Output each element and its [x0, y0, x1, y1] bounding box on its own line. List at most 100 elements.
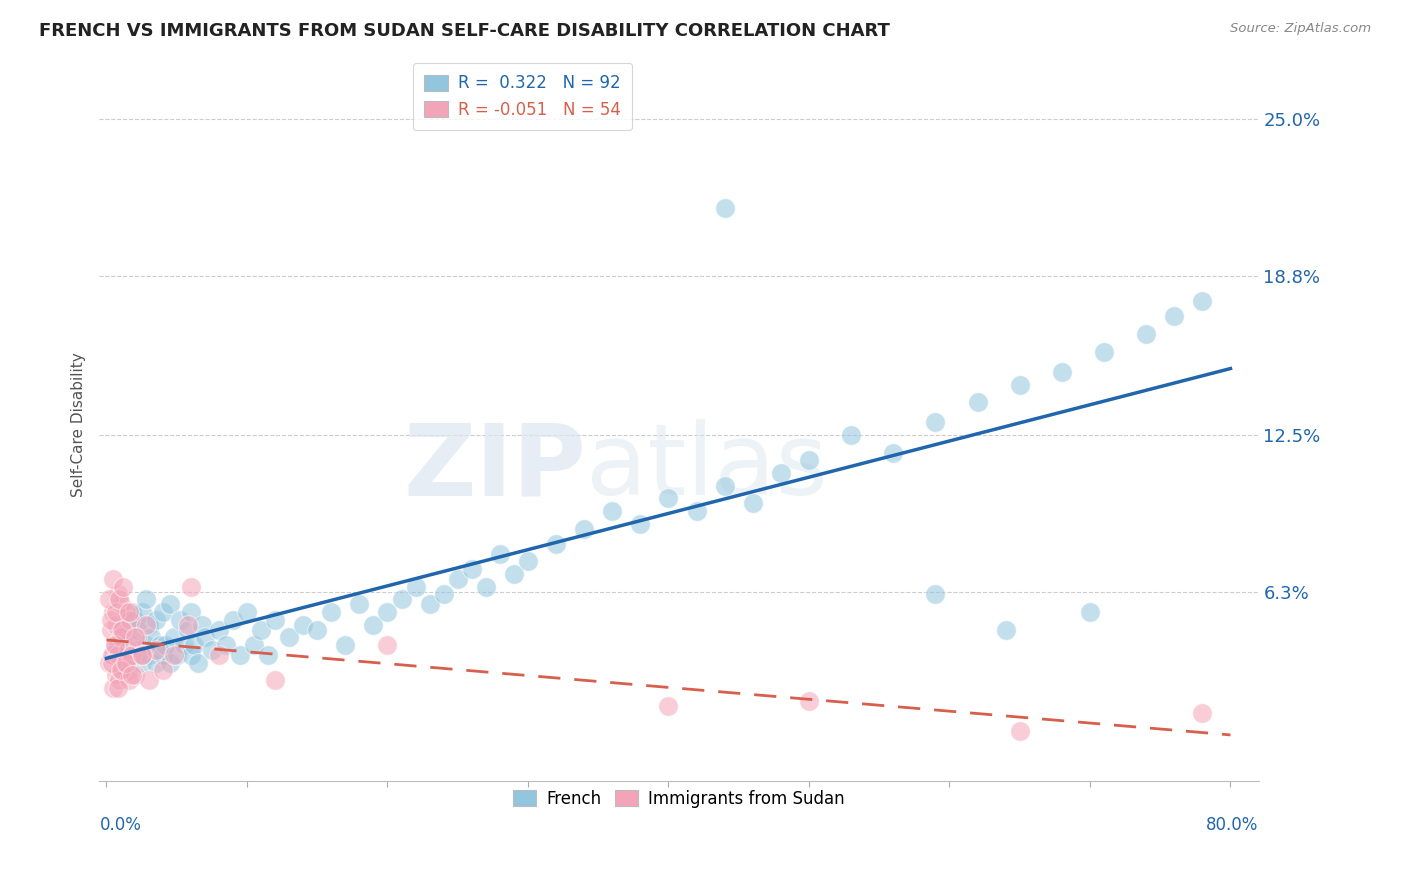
Point — [1191, 706, 1213, 721]
Point — [1092, 344, 1115, 359]
Point — [163, 630, 186, 644]
Point — [1050, 365, 1073, 379]
Point — [152, 663, 174, 677]
Point — [100, 623, 122, 637]
Point — [112, 580, 135, 594]
Legend: French, Immigrants from Sudan: French, Immigrants from Sudan — [502, 778, 856, 820]
Point — [713, 478, 735, 492]
Point — [264, 673, 287, 688]
Point — [112, 630, 135, 644]
Point — [101, 656, 124, 670]
Point — [215, 638, 238, 652]
Point — [243, 638, 266, 652]
Point — [222, 613, 245, 627]
Point — [1008, 723, 1031, 738]
Point — [145, 656, 167, 670]
Point — [138, 648, 160, 662]
Point — [118, 673, 141, 688]
Point — [149, 638, 172, 652]
Point — [236, 605, 259, 619]
Point — [108, 592, 131, 607]
Point — [173, 638, 195, 652]
Point — [103, 605, 125, 619]
Point — [517, 554, 540, 568]
Point — [208, 623, 231, 637]
Point — [250, 623, 273, 637]
Point — [159, 598, 181, 612]
Point — [124, 613, 146, 627]
Point — [121, 648, 143, 662]
Point — [111, 623, 134, 637]
Point — [180, 648, 202, 662]
Point — [124, 668, 146, 682]
Point — [131, 656, 153, 670]
Point — [377, 605, 399, 619]
Point — [994, 623, 1017, 637]
Point — [152, 648, 174, 662]
Point — [145, 643, 167, 657]
Point — [135, 638, 157, 652]
Point — [124, 630, 146, 644]
Point — [447, 572, 470, 586]
Point — [187, 656, 209, 670]
Point — [111, 663, 134, 677]
Point — [108, 673, 131, 688]
Point — [1135, 326, 1157, 341]
Point — [924, 416, 946, 430]
Point — [489, 547, 512, 561]
Point — [105, 617, 128, 632]
Point — [103, 572, 125, 586]
Point — [163, 648, 186, 662]
Point — [229, 648, 252, 662]
Point — [107, 681, 129, 695]
Point — [115, 656, 138, 670]
Text: 0.0%: 0.0% — [100, 815, 142, 834]
Point — [797, 693, 820, 707]
Point — [138, 617, 160, 632]
Point — [321, 605, 343, 619]
Point — [177, 623, 200, 637]
Point — [966, 395, 988, 409]
Point — [110, 663, 132, 677]
Point — [107, 648, 129, 662]
Point — [177, 617, 200, 632]
Point — [117, 617, 139, 632]
Point — [131, 648, 153, 662]
Point — [118, 605, 141, 619]
Point — [105, 668, 128, 682]
Point — [208, 648, 231, 662]
Point — [741, 496, 763, 510]
Point — [120, 613, 142, 627]
Point — [105, 605, 128, 619]
Point — [264, 613, 287, 627]
Point — [141, 630, 163, 644]
Point — [100, 613, 122, 627]
Point — [159, 656, 181, 670]
Point — [127, 623, 149, 637]
Point — [769, 466, 792, 480]
Point — [110, 656, 132, 670]
Point — [131, 605, 153, 619]
Point — [1163, 310, 1185, 324]
Point — [839, 428, 862, 442]
Point — [110, 598, 132, 612]
Point — [135, 617, 157, 632]
Point — [713, 201, 735, 215]
Point — [600, 504, 623, 518]
Point — [685, 504, 707, 518]
Point — [882, 446, 904, 460]
Point — [1008, 377, 1031, 392]
Point — [363, 617, 385, 632]
Text: Source: ZipAtlas.com: Source: ZipAtlas.com — [1230, 22, 1371, 36]
Point — [117, 663, 139, 677]
Point — [98, 656, 121, 670]
Point — [461, 562, 484, 576]
Point — [797, 453, 820, 467]
Point — [104, 638, 127, 652]
Point — [121, 638, 143, 652]
Point — [628, 516, 651, 531]
Point — [257, 648, 280, 662]
Point — [124, 648, 146, 662]
Point — [278, 630, 301, 644]
Point — [152, 605, 174, 619]
